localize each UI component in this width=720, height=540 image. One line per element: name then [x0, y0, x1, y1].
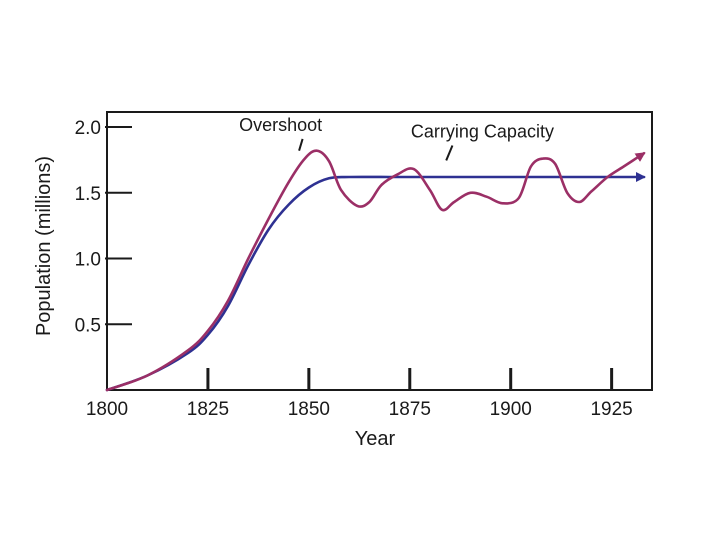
y-tick-label: 1.5: [75, 184, 101, 205]
x-tick-label: 1825: [187, 399, 229, 420]
y-tick-label: 0.5: [75, 315, 101, 336]
series-layer: [105, 149, 646, 392]
annotation-layer: Overshoot Carrying Capacity: [239, 115, 554, 161]
x-tick-label: 1925: [590, 399, 632, 420]
x-axis-ticks: 1800 1825 1850 1875 1900 1925: [86, 368, 633, 420]
x-tick-label: 1850: [288, 399, 330, 420]
x-tick-label: 1900: [490, 399, 532, 420]
plot-frame: [106, 111, 653, 391]
carrying-capacity-series-line: [105, 172, 646, 392]
overshoot-annotation-label: Overshoot: [239, 115, 322, 135]
y-tick-label: 1.0: [75, 250, 101, 271]
x-axis-title: Year: [355, 428, 396, 450]
carrying-capacity-annotation-label: Carrying Capacity: [411, 122, 554, 142]
y-axis-title: Population (millions): [33, 156, 55, 336]
overshoot-series-line: [105, 149, 646, 392]
annotation-leader-line: [298, 138, 304, 151]
y-tick-label: 2.0: [75, 118, 101, 139]
x-tick-label: 1875: [389, 399, 431, 420]
y-axis-ticks: 0.5 1.0 1.5 2.0: [75, 118, 132, 336]
x-tick-label: 1800: [86, 399, 128, 420]
annotation-leader-line: [445, 145, 454, 161]
